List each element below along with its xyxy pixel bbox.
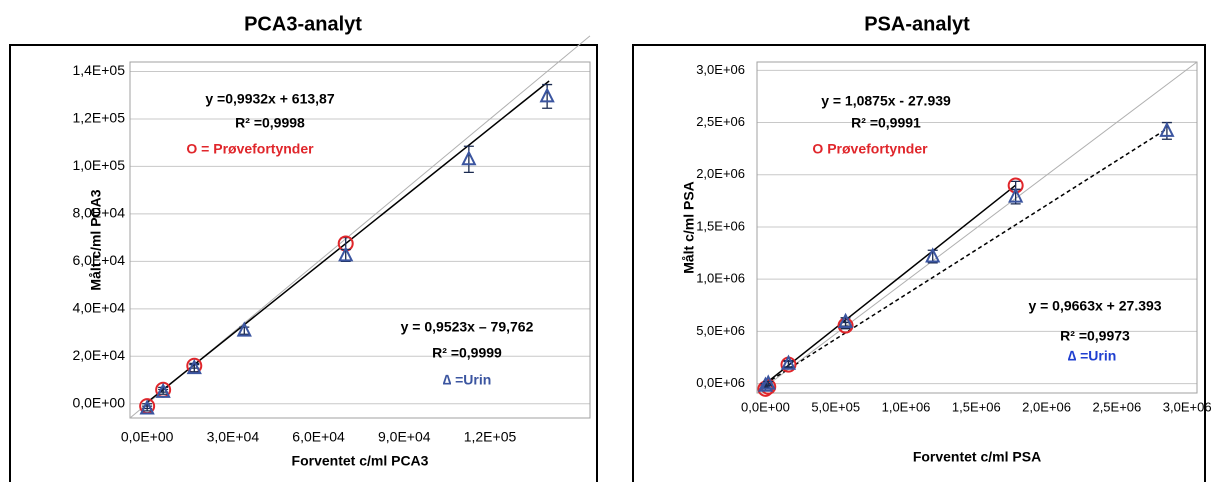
y-tick-label: 2,0E+06 [696, 166, 745, 181]
annotation: R² =0,9991 [851, 115, 921, 131]
data-point [1008, 187, 1024, 203]
annotation: O Prøvefortynder [812, 141, 928, 157]
error-bar [189, 363, 200, 373]
x-tick-label: 1,5E+06 [952, 399, 1001, 414]
y-tick-label: 1,0E+06 [696, 271, 745, 286]
y-axis-label: Målt c/ml PCA3 [88, 189, 104, 290]
subchart: PSA-analyt 0,0E+06 5,0E+06 1,0E+06 1,5E+06 2,… [632, 13, 1212, 486]
data-point [338, 246, 354, 262]
annotation: y = 1,0875x - 27.939 [821, 93, 951, 109]
annotation: y = 0,9523x – 79,762 [401, 319, 534, 335]
annotation: R² =0,9999 [432, 345, 502, 361]
data-point [461, 150, 477, 166]
y-tick-label: 1,2E+05 [72, 110, 125, 126]
y-tick-label: 4,0E+04 [72, 300, 125, 316]
annotation: y = 0,9663x + 27.393 [1028, 298, 1161, 314]
annotation: ∆ =Urin [443, 372, 492, 388]
chart-title: PSA-analyt [864, 13, 970, 35]
data-point [236, 321, 252, 337]
y-tick-label: 2,5E+06 [696, 114, 745, 129]
error-bar [783, 359, 794, 368]
x-tick-label: 1,0E+06 [882, 399, 931, 414]
x-tick-label: 0,0E+00 [741, 399, 790, 414]
data-point [155, 382, 171, 398]
plot-area [129, 61, 591, 419]
y-tick-label: 1,4E+05 [72, 62, 125, 78]
annotation: O = Prøvefortynder [186, 141, 314, 157]
data-point [186, 358, 202, 375]
y-tick-label: 2,0E+04 [72, 347, 125, 363]
x-tick-label: 0,0E+00 [121, 429, 174, 445]
y-tick-label: 0,0E+06 [696, 375, 745, 390]
x-tick-label: 2,5E+06 [1092, 399, 1141, 414]
data-point [139, 399, 155, 415]
y-tick-label: 6,0E+04 [72, 252, 125, 268]
fit-line [756, 61, 1198, 394]
y-tick-label: 8,0E+04 [72, 205, 125, 221]
error-bar [239, 326, 250, 335]
y-axis-label: Målt c/ml PSA [681, 181, 697, 274]
annotation: R² =0,9998 [235, 115, 305, 131]
x-tick-label: 2,0E+06 [1022, 399, 1071, 414]
y-tick-label: 0,0E+00 [72, 394, 125, 410]
data-point [837, 312, 854, 328]
data-point [1159, 121, 1175, 137]
y-tick-label: 3,0E+06 [696, 62, 745, 77]
data-point [760, 374, 776, 390]
x-axis-label: Forventet c/ml PSA [913, 449, 1041, 465]
x-tick-label: 3,0E+06 [1163, 399, 1212, 414]
x-tick-label: 1,2E+05 [464, 429, 517, 445]
subchart: PCA3-analyt 0,0E+00 2,0E+04 4,0E+04 6,0E+04 8… [9, 13, 598, 486]
x-axis-label: Forventet c/ml PCA3 [292, 453, 429, 469]
fit-line [146, 80, 550, 403]
y-tick-label: 5,0E+06 [696, 323, 745, 338]
annotation: ∆ =Urin [1068, 348, 1117, 364]
plot-area [756, 61, 1198, 394]
data-point [925, 247, 941, 263]
x-tick-label: 5,0E+05 [811, 399, 860, 414]
data-point [780, 354, 797, 370]
annotation: y =0,9932x + 613,87 [205, 91, 334, 107]
chart-title: PCA3-analyt [244, 13, 362, 35]
frame [632, 44, 1206, 486]
x-tick-label: 9,0E+04 [378, 429, 431, 445]
fit-line [764, 184, 1017, 385]
data-point [539, 87, 555, 103]
fit-line [765, 128, 1168, 385]
x-tick-label: 6,0E+04 [292, 429, 345, 445]
x-tick-label: 3,0E+04 [207, 429, 260, 445]
annotation: R² =0,9973 [1060, 328, 1130, 344]
y-tick-label: 1,0E+05 [72, 157, 125, 173]
y-tick-label: 1,5E+06 [696, 218, 745, 233]
